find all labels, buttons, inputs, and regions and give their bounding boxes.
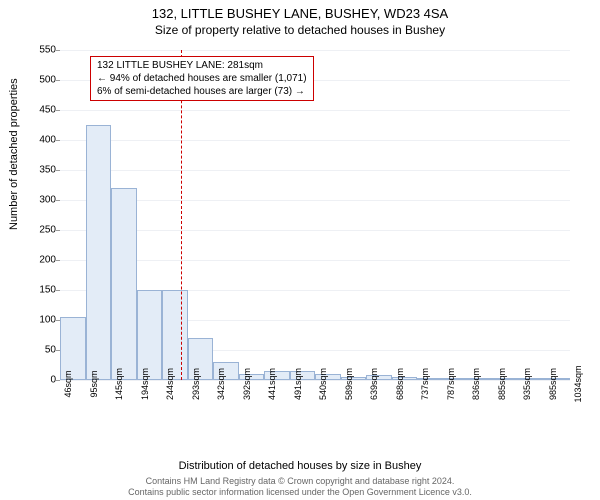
histogram-bar [86,125,112,380]
gridline [60,260,570,261]
x-tick-label: 293sqm [191,368,201,400]
y-tick-mark [56,230,60,231]
x-tick-label: 589sqm [344,368,354,400]
y-tick-mark [56,80,60,81]
histogram-bar [162,290,188,380]
gridline [60,110,570,111]
annotation-line: 6% of semi-detached houses are larger (7… [97,85,307,98]
x-tick-label: 392sqm [242,368,252,400]
y-tick-label: 500 [39,75,56,86]
x-axis-label: Distribution of detached houses by size … [0,460,600,472]
y-tick-label: 100 [39,315,56,326]
y-tick-label: 200 [39,255,56,266]
x-tick-label: 244sqm [165,368,175,400]
x-tick-label: 540sqm [318,368,328,400]
x-tick-label: 491sqm [293,368,303,400]
y-tick-label: 300 [39,195,56,206]
y-tick-mark [56,260,60,261]
plot-region: 05010015020025030035040045050055046sqm95… [60,50,570,381]
y-axis-label: Number of detached properties [8,78,20,230]
histogram-bar [111,188,137,380]
y-tick-mark [56,50,60,51]
x-tick-label: 145sqm [114,368,124,400]
x-tick-label: 935sqm [522,368,532,400]
y-tick-mark [56,290,60,291]
title-block: 132, LITTLE BUSHEY LANE, BUSHEY, WD23 4S… [0,0,600,38]
x-tick-label: 95sqm [89,370,99,397]
gridline [60,140,570,141]
y-tick-label: 350 [39,165,56,176]
gridline [60,170,570,171]
y-tick-label: 450 [39,105,56,116]
y-tick-label: 400 [39,135,56,146]
chart-area: 05010015020025030035040045050055046sqm95… [60,50,570,410]
y-tick-label: 50 [45,345,56,356]
y-tick-mark [56,140,60,141]
y-tick-mark [56,200,60,201]
y-tick-label: 250 [39,225,56,236]
gridline [60,200,570,201]
y-tick-label: 150 [39,285,56,296]
x-tick-label: 985sqm [548,368,558,400]
footer-attribution: Contains HM Land Registry data © Crown c… [0,476,600,498]
x-tick-label: 639sqm [369,368,379,400]
main-title: 132, LITTLE BUSHEY LANE, BUSHEY, WD23 4S… [0,6,600,23]
histogram-bar [137,290,163,380]
footer-line2: Contains public sector information licen… [0,487,600,498]
y-tick-mark [56,170,60,171]
y-tick-mark [56,110,60,111]
annotation-line: 132 LITTLE BUSHEY LANE: 281sqm [97,59,307,72]
subtitle: Size of property relative to detached ho… [0,23,600,39]
x-tick-label: 836sqm [471,368,481,400]
gridline [60,230,570,231]
x-tick-label: 688sqm [395,368,405,400]
x-tick-label: 885sqm [497,368,507,400]
annotation-line: ← 94% of detached houses are smaller (1,… [97,72,307,85]
x-tick-label: 46sqm [63,370,73,397]
annotation-box: 132 LITTLE BUSHEY LANE: 281sqm← 94% of d… [90,56,314,101]
footer-line1: Contains HM Land Registry data © Crown c… [0,476,600,487]
x-tick-label: 787sqm [446,368,456,400]
gridline [60,50,570,51]
x-tick-label: 1034sqm [573,365,583,402]
x-tick-label: 342sqm [216,368,226,400]
x-tick-label: 194sqm [140,368,150,400]
x-tick-label: 441sqm [267,368,277,400]
x-tick-label: 737sqm [420,368,430,400]
chart-container: 132, LITTLE BUSHEY LANE, BUSHEY, WD23 4S… [0,0,600,500]
y-tick-mark [56,380,60,381]
y-tick-label: 550 [39,45,56,56]
gridline [60,380,570,381]
